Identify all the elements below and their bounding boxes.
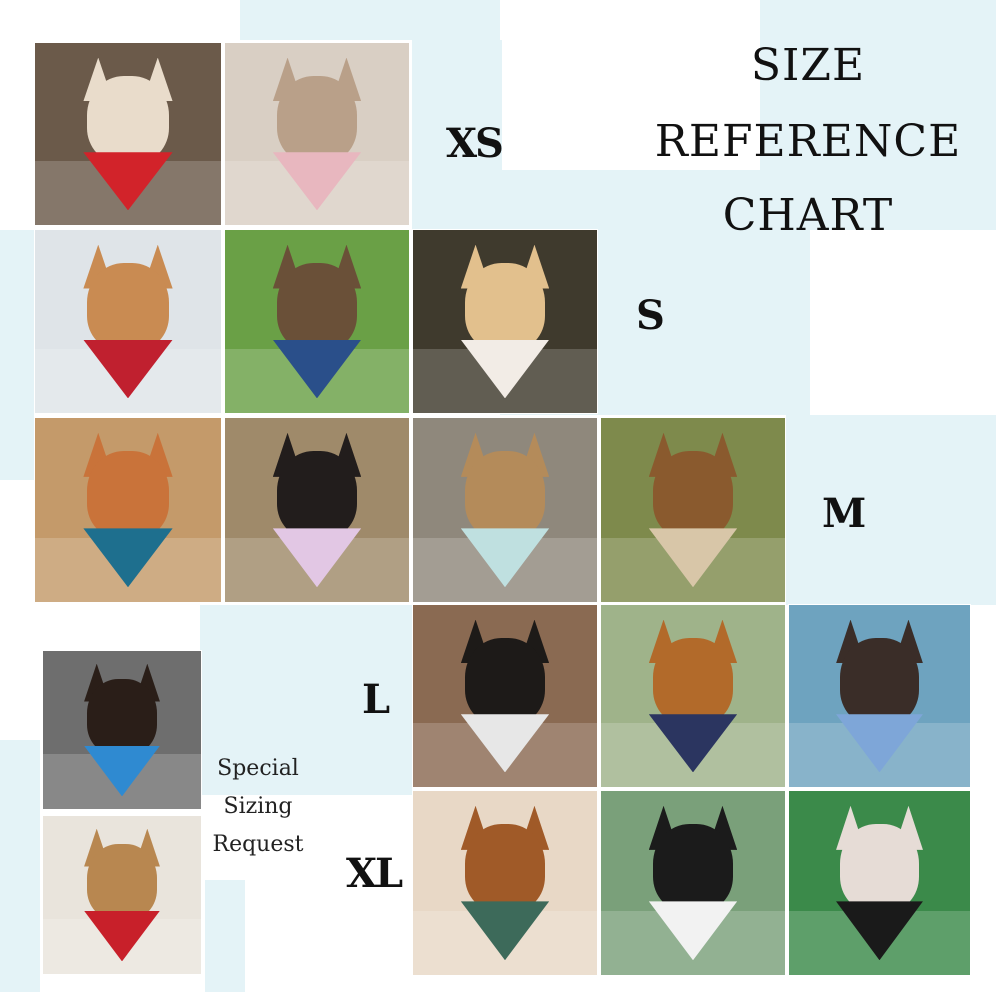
pet-photo-special — [42, 650, 202, 810]
pet-photo-m — [224, 417, 410, 603]
pet-head — [652, 824, 734, 913]
bg-shape — [786, 415, 996, 605]
size-label-l: L — [362, 676, 390, 723]
pet-photo-xl — [788, 790, 971, 976]
pet-photo-l — [412, 604, 598, 788]
pet-photo-xs — [34, 42, 222, 226]
pet-photo-s — [412, 229, 598, 414]
size-label-xs: XS — [446, 120, 504, 167]
bg-shape — [0, 740, 40, 992]
pet-photo-m — [412, 417, 598, 603]
chart-title-line-1: SIZE — [750, 40, 866, 91]
special-sizing-line-3: Request — [212, 832, 304, 857]
pet-photo-s — [34, 229, 222, 414]
pet-photo-s — [224, 229, 410, 414]
bg-shape — [412, 40, 502, 230]
size-label-m: M — [822, 490, 866, 537]
pet-photo-m — [600, 417, 786, 603]
pet-head — [87, 679, 157, 756]
pet-photo-m — [34, 417, 222, 603]
special-sizing-line-1: Special — [217, 756, 299, 781]
pet-head — [87, 75, 169, 164]
pet-head — [276, 262, 358, 351]
pet-photo-xs — [224, 42, 410, 226]
size-label-xl: XL — [346, 850, 403, 897]
pet-head — [464, 451, 546, 540]
bg-shape — [240, 0, 500, 40]
chart-title-line-3: CHART — [722, 190, 894, 241]
pet-head — [276, 75, 358, 164]
pet-photo-l — [788, 604, 971, 788]
pet-photo-l — [600, 604, 786, 788]
pet-head — [652, 451, 734, 540]
pet-head — [87, 844, 157, 921]
bg-shape — [205, 880, 245, 992]
pet-head — [87, 451, 169, 540]
bg-shape — [200, 605, 412, 795]
pet-head — [464, 637, 546, 726]
special-sizing-line-2: Sizing — [223, 794, 293, 819]
size-label-s: S — [636, 292, 665, 339]
pet-photo-xl — [412, 790, 598, 976]
pet-head — [464, 262, 546, 351]
pet-head — [276, 451, 358, 540]
pet-head — [464, 824, 546, 913]
pet-head — [87, 262, 169, 351]
pet-head — [839, 824, 920, 913]
pet-photo-xl — [600, 790, 786, 976]
pet-head — [839, 637, 920, 726]
pet-photo-special — [42, 815, 202, 975]
bg-shape — [0, 230, 34, 480]
pet-head — [652, 637, 734, 726]
chart-title-line-2: REFERENCE — [654, 116, 962, 167]
bg-shape — [760, 0, 996, 230]
